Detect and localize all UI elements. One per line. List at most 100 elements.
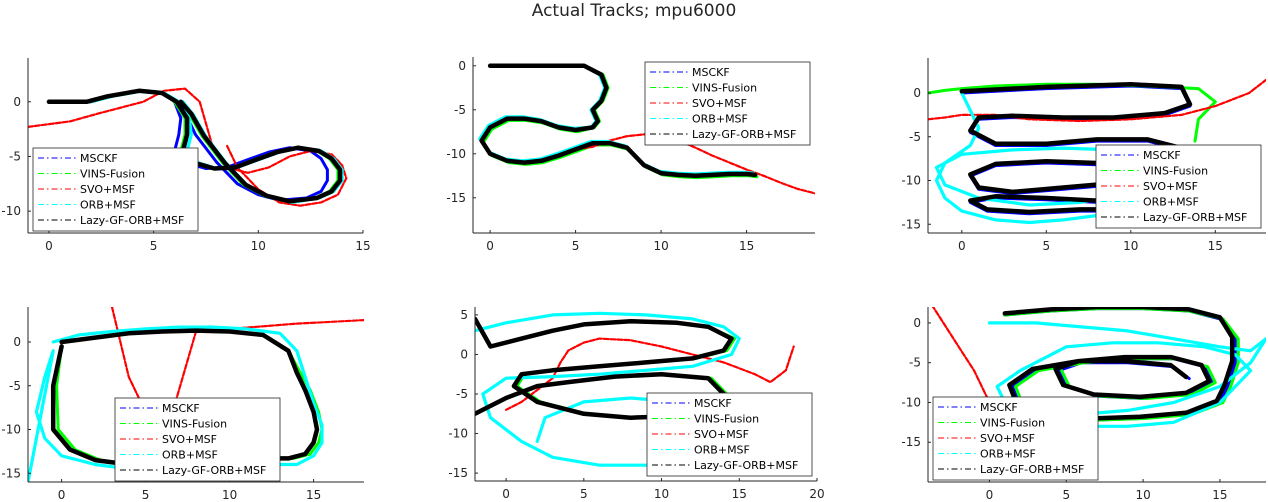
series-line-svo-msf: [928, 78, 1266, 123]
y-tick-label: -10: [1, 423, 21, 437]
legend-label: Lazy-GF-ORB+MSF: [694, 459, 798, 472]
x-tick-label: 0: [486, 239, 494, 253]
y-tick-label: -5: [456, 387, 468, 401]
legend: MSCKF VINS-Fusion SVO+MSF ORB+MSF Lazy-GF-OR…: [932, 396, 1099, 481]
legend-label: MSCKF: [692, 66, 730, 79]
legend-label: ORB+MSF: [980, 448, 1036, 461]
x-tick-label: 5: [142, 488, 150, 502]
x-tick-label: 5: [572, 239, 580, 253]
subplot-5: 0 5 10 15 20 5 0 -5 -10 -15 MSCKF VINS-Fusion SVO+MS…: [448, 307, 825, 501]
y-tick-label: -5: [909, 130, 921, 144]
legend-label: SVO+MSF: [1143, 180, 1198, 193]
series-line-lazy-gf-orb-msf: [1002, 307, 1235, 421]
legend-label: SVO+MSF: [692, 97, 747, 110]
legend-label: Lazy-GF-ORB+MSF: [162, 464, 266, 477]
legend-label: SVO+MSF: [80, 183, 135, 196]
legend: MSCKF VINS-Fusion SVO+MSF ORB+MSF Lazy-GF-OR…: [32, 147, 199, 232]
x-tick-label: 0: [58, 488, 66, 502]
y-tick-label: 0: [913, 86, 921, 100]
legend: MSCKF VINS-Fusion SVO+MSF ORB+MSF Lazy-GF-OR…: [644, 61, 811, 146]
x-tick-label: 0: [502, 487, 510, 501]
y-tick-label: 5: [460, 308, 468, 322]
y-tick-label: -10: [448, 427, 468, 441]
legend: MSCKF VINS-Fusion SVO+MSF ORB+MSF Lazy-GF-OR…: [646, 392, 813, 477]
x-tick-label: 15: [1208, 239, 1223, 253]
series-line-svo-msf: [574, 133, 815, 195]
legend-label: Lazy-GF-ORB+MSF: [1143, 211, 1247, 224]
series-line-lazy-gf-orb-msf: [46, 88, 343, 204]
legend-label: SVO+MSF: [694, 428, 749, 441]
x-tick-label: 5: [150, 239, 158, 253]
legend-label: MSCKF: [980, 401, 1018, 414]
y-tick-label: -5: [909, 356, 921, 370]
legend-label: Lazy-GF-ORB+MSF: [692, 128, 796, 141]
legend-label: MSCKF: [162, 402, 200, 415]
legend-label: VINS-Fusion: [980, 417, 1045, 430]
y-tick-label: -5: [9, 379, 21, 393]
y-tick-label: -10: [446, 147, 466, 161]
legend: MSCKF VINS-Fusion SVO+MSF ORB+MSF Lazy-GF-OR…: [114, 397, 281, 482]
x-tick-label: 5: [1062, 488, 1070, 502]
legend-label: ORB+MSF: [692, 113, 748, 126]
figure-title: Actual Tracks; mpu6000: [531, 1, 737, 21]
x-tick-label: 10: [653, 239, 668, 253]
legend-label: ORB+MSF: [1143, 196, 1199, 209]
subplot-1: 0 5 10 15 0 -5 -10 MSCKF VINS-Fusion SVO+MSF ORB+M…: [1, 58, 371, 253]
x-tick-label: 0: [45, 239, 53, 253]
subplot-6: 0 5 10 15 0 -5 -10 -15 MSCKF VINS-Fusion SVO+MSF OR…: [901, 307, 1266, 502]
subplot-2: 0 5 10 15 0 -5 -10 -15 MSCKF VINS-Fusion SVO+MSF OR…: [446, 57, 815, 253]
series-layer: [928, 78, 1266, 225]
x-tick-label: 15: [732, 487, 747, 501]
legend-label: SVO+MSF: [162, 433, 217, 446]
legend-label: SVO+MSF: [980, 432, 1035, 445]
legend-label: ORB+MSF: [80, 199, 136, 212]
x-tick-label: 10: [1135, 488, 1150, 502]
x-tick-label: 20: [809, 487, 824, 501]
y-tick-label: 0: [13, 95, 21, 109]
x-tick-label: 15: [1212, 488, 1227, 502]
y-tick-label: 0: [458, 59, 466, 73]
y-tick-label: -10: [901, 395, 921, 409]
y-tick-label: -15: [901, 435, 921, 449]
x-tick-label: 0: [958, 239, 966, 253]
y-tick-label: 0: [13, 335, 21, 349]
y-tick-label: -10: [901, 174, 921, 188]
subplot-4: 0 5 10 15 0 -5 -10 -15 MSCKF VINS-Fusion SVO+MSF OR…: [1, 307, 364, 502]
y-tick-label: -5: [454, 103, 466, 117]
legend-label: MSCKF: [80, 152, 118, 165]
x-tick-label: 5: [580, 487, 588, 501]
series-layer: [475, 311, 795, 467]
y-tick-label: 0: [913, 316, 921, 330]
subplot-3: 0 5 10 15 0 -5 -10 -15 MSCKF VINS-Fusion SVO+MSF OR…: [901, 58, 1266, 253]
legend-label: VINS-Fusion: [1143, 165, 1208, 178]
legend-label: VINS-Fusion: [80, 168, 145, 181]
x-tick-label: 15: [739, 239, 754, 253]
x-tick-label: 10: [251, 239, 266, 253]
series-layer: [28, 87, 348, 207]
x-tick-label: 0: [986, 488, 994, 502]
series-line-lazy-gf-orb-msf: [475, 316, 734, 420]
y-tick-label: -5: [9, 149, 21, 163]
legend-label: MSCKF: [694, 397, 732, 410]
series-line-lazy-gf-orb-msf: [959, 82, 1193, 217]
legend-label: Lazy-GF-ORB+MSF: [80, 214, 184, 227]
legend-label: VINS-Fusion: [162, 418, 227, 431]
legend-label: Lazy-GF-ORB+MSF: [980, 463, 1084, 476]
x-tick-label: 5: [1042, 239, 1050, 253]
x-tick-label: 10: [222, 488, 237, 502]
y-tick-label: -15: [448, 466, 468, 480]
series-layer: [28, 307, 364, 482]
y-tick-label: 0: [460, 347, 468, 361]
legend-label: VINS-Fusion: [692, 82, 757, 95]
series-line-orb-msf: [28, 325, 324, 482]
y-tick-label: -15: [1, 466, 21, 480]
legend: MSCKF VINS-Fusion SVO+MSF ORB+MSF Lazy-GF-OR…: [1095, 144, 1262, 229]
series-line-lazy-gf-orb-msf: [479, 63, 758, 179]
y-tick-label: -10: [1, 204, 21, 218]
x-tick-label: 15: [355, 239, 370, 253]
series-layer: [478, 63, 815, 195]
x-tick-label: 15: [306, 488, 321, 502]
x-tick-label: 10: [1123, 239, 1138, 253]
legend-label: ORB+MSF: [694, 444, 750, 457]
